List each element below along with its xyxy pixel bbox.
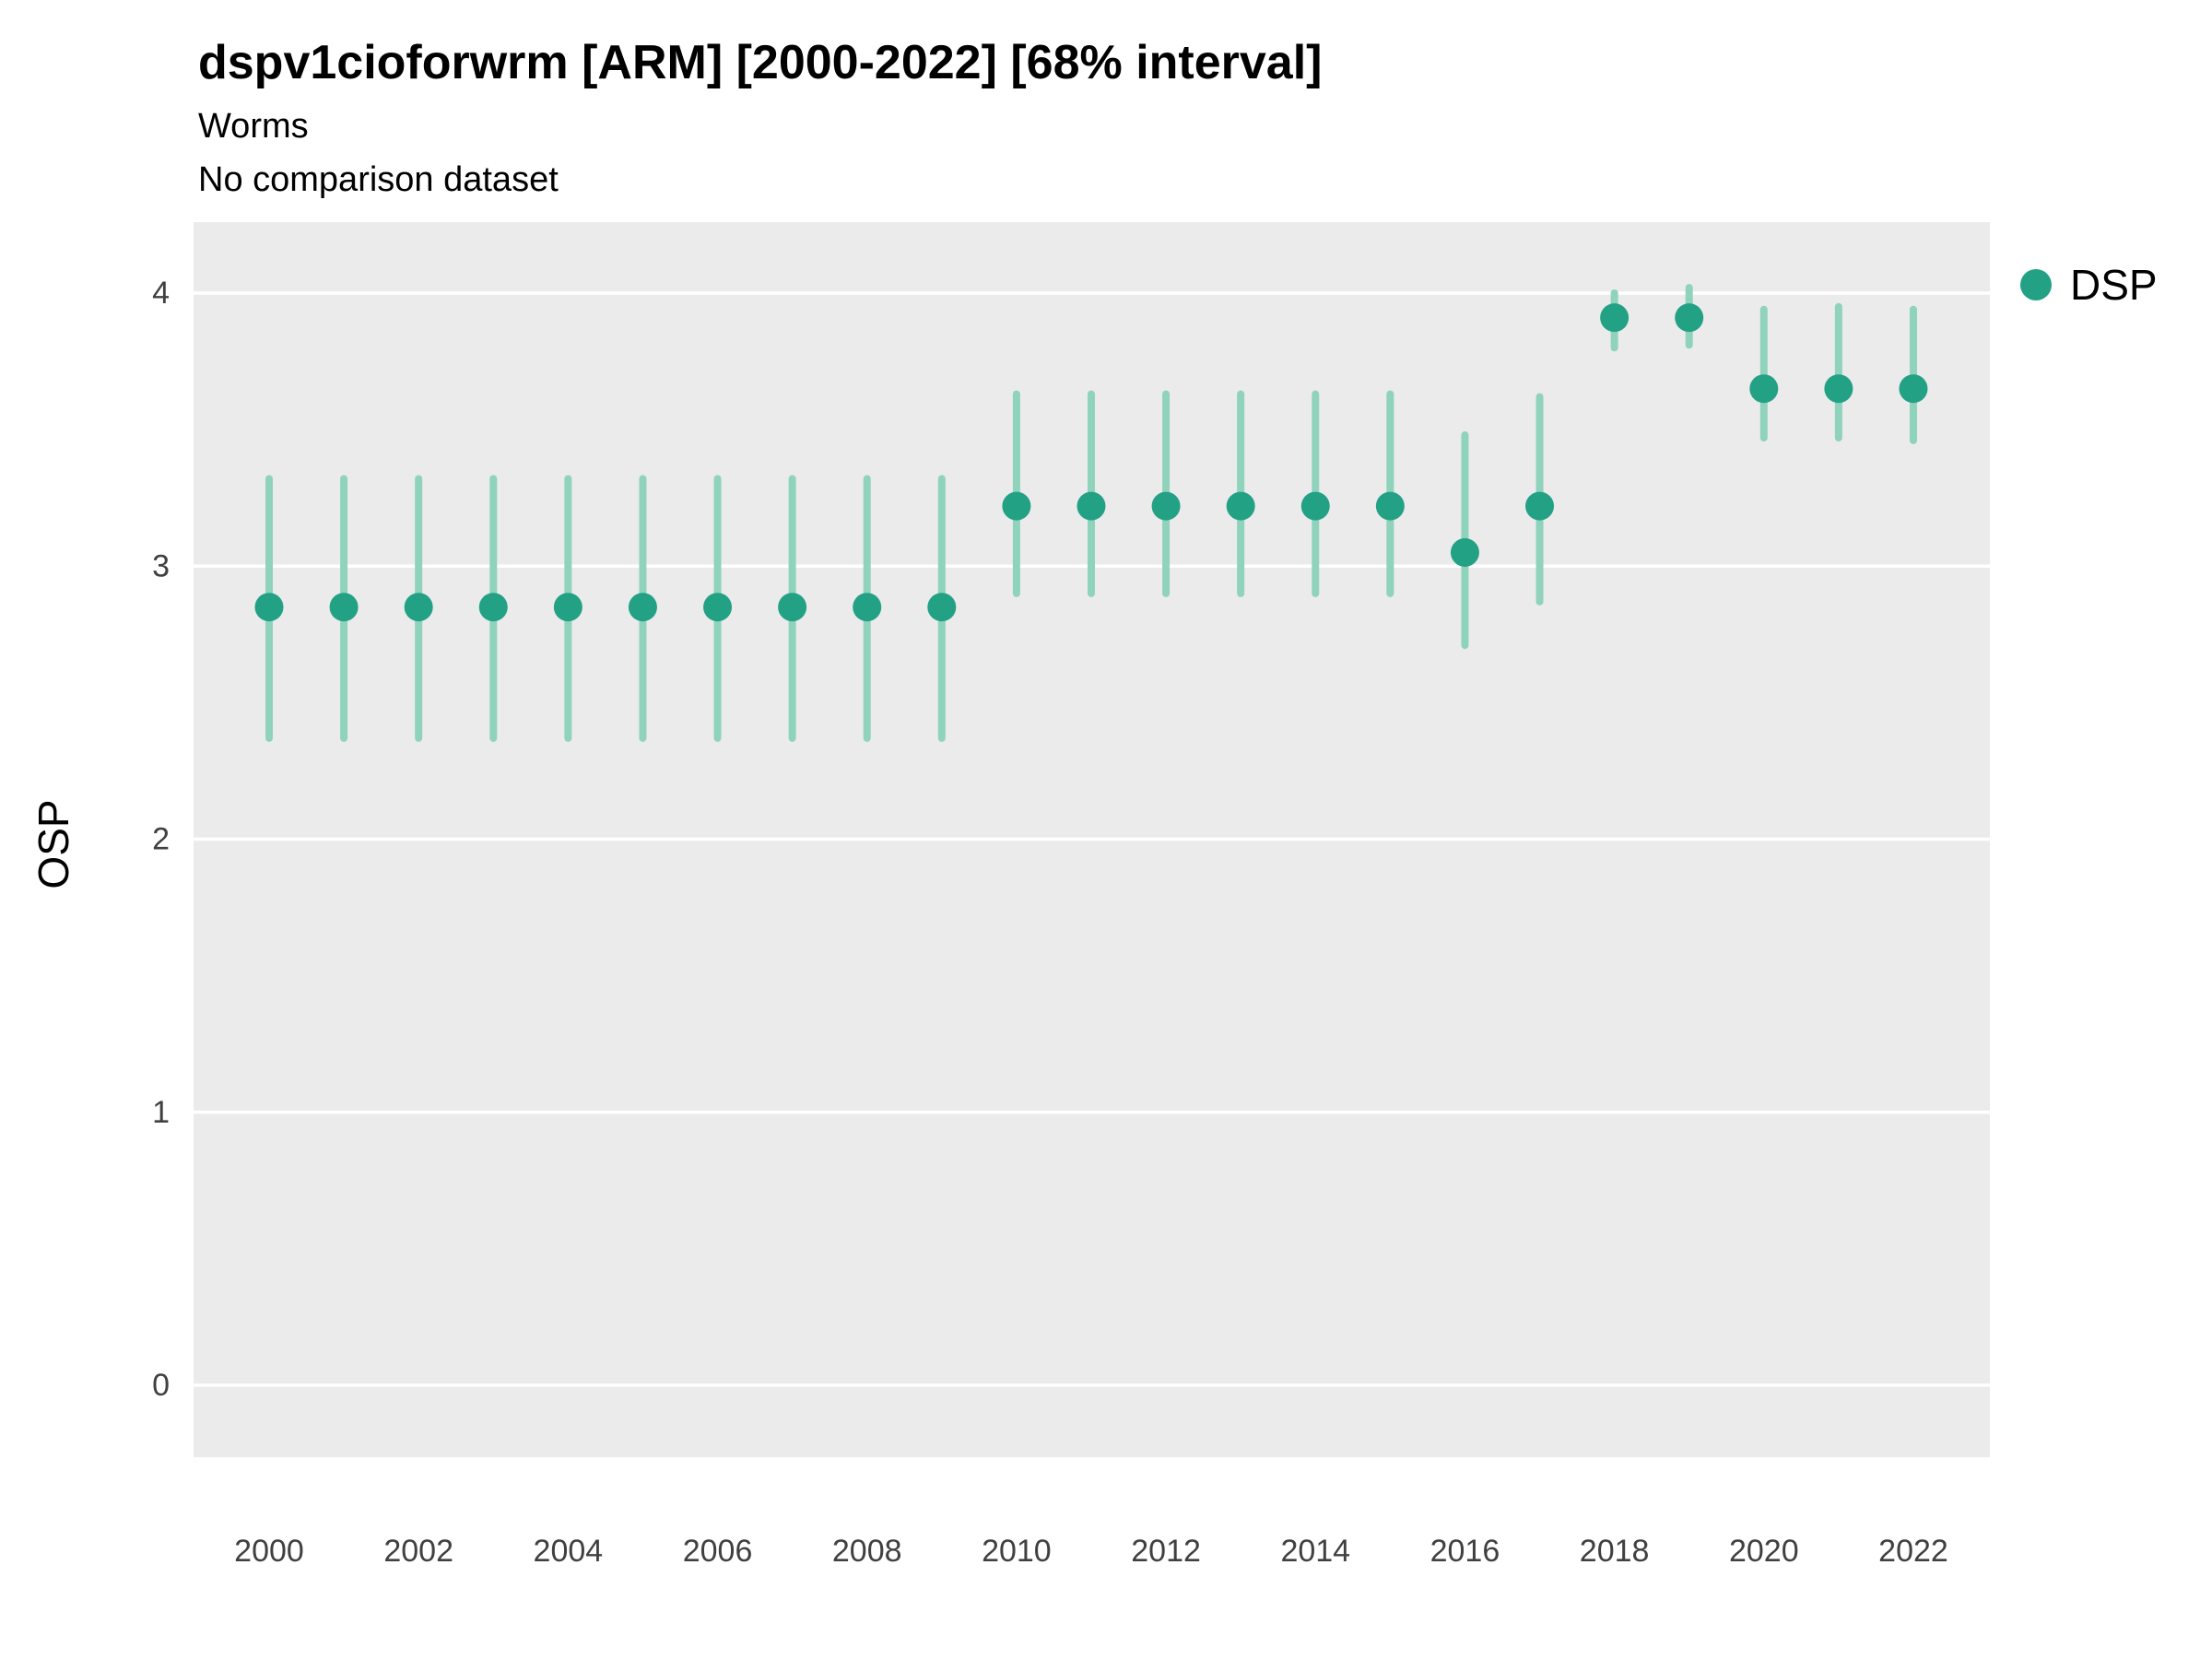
x-tick-label: 2000	[234, 1534, 304, 1569]
data-point	[329, 593, 359, 622]
chart-comparison-note: No comparison dataset	[198, 160, 559, 199]
x-tick-label: 2022	[1878, 1534, 1948, 1569]
y-tick-label: 2	[152, 822, 170, 857]
data-point	[1450, 537, 1479, 567]
data-point	[1077, 491, 1106, 521]
data-point	[1600, 303, 1630, 333]
legend: DSP	[2020, 260, 2158, 310]
x-tick-label: 2018	[1580, 1534, 1650, 1569]
data-point	[1899, 374, 1928, 404]
data-point	[853, 593, 882, 622]
data-point	[1749, 374, 1779, 404]
data-point	[1226, 491, 1255, 521]
x-tick-label: 2010	[982, 1534, 1052, 1569]
x-tick-label: 2014	[1280, 1534, 1350, 1569]
x-tick-label: 2016	[1430, 1534, 1500, 1569]
data-point	[553, 593, 582, 622]
y-tick-label: 4	[152, 276, 170, 311]
data-point	[1151, 491, 1181, 521]
data-point	[703, 593, 733, 622]
x-tick-label: 2012	[1131, 1534, 1201, 1569]
legend-point-icon	[2020, 269, 2052, 300]
y-tick-label: 0	[152, 1368, 170, 1403]
data-point	[1824, 374, 1853, 404]
data-point	[927, 593, 957, 622]
data-point	[478, 593, 508, 622]
x-tick-label: 2002	[383, 1534, 453, 1569]
chart-title: dspv1cioforwrm [ARM] [2000-2022] [68% in…	[198, 36, 1323, 89]
data-point	[1675, 303, 1704, 333]
chart-subtitle: Worms	[198, 107, 309, 146]
data-point	[1002, 491, 1031, 521]
x-tick-label: 2006	[683, 1534, 753, 1569]
data-point	[1525, 491, 1555, 521]
data-point	[404, 593, 433, 622]
data-point	[628, 593, 657, 622]
data-point	[778, 593, 807, 622]
x-tick-label: 2004	[534, 1534, 604, 1569]
data-point	[1300, 491, 1330, 521]
y-tick-label: 1	[152, 1095, 170, 1130]
data-point	[254, 593, 284, 622]
legend-series-label: DSP	[2070, 261, 2158, 309]
y-tick-label: 3	[152, 548, 170, 583]
x-tick-label: 2020	[1729, 1534, 1799, 1569]
x-tick-label: 2008	[832, 1534, 902, 1569]
data-point	[1375, 491, 1405, 521]
